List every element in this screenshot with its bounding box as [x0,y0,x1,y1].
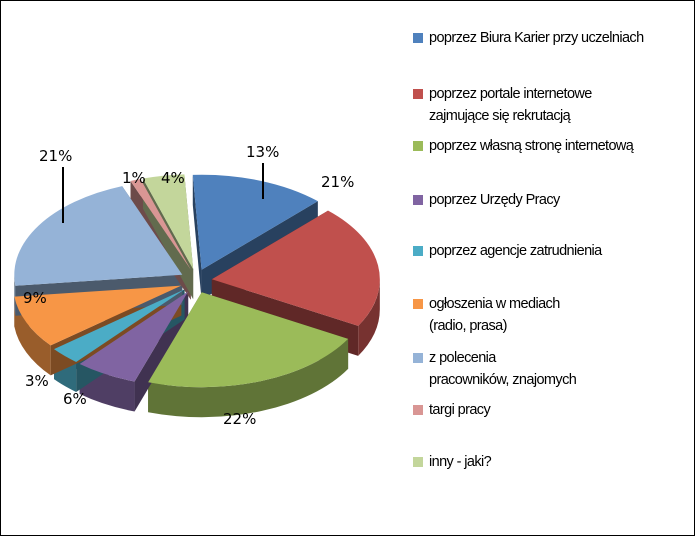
legend-item: poprzez własną stronę internetową [413,135,688,157]
data-label: 6% [63,390,87,408]
legend-label: poprzez portale internetowe zajmujące si… [429,86,592,124]
pie-slice [79,291,189,382]
data-label: 3% [25,372,49,390]
pie-slice-outer-wall [148,338,349,418]
legend-label: poprzez Biura Karier przy uczelniach [429,30,644,46]
legend-item: poprzez portale internetowe zajmujące si… [413,83,688,127]
legend-label: inny - jaki? [429,454,492,470]
legend-item: poprzez Urzędy Pracy [413,189,688,211]
legend-label: poprzez agencje zatrudnienia [429,243,602,259]
legend-label: ogłoszenia w mediach (radio, prasa) [429,296,560,334]
pie-label-layer: 13% 21% 22% 6% 3% 9% 21% 1% 4% [23,143,354,428]
legend-item: poprzez Biura Karier przy uczelniach [413,27,688,49]
legend-swatch [413,141,423,151]
pie-slice-outer-wall [14,296,51,376]
legend-swatch [413,299,423,309]
legend-item: ogłoszenia w mediach (radio, prasa) [413,293,688,337]
legend-swatch [413,405,423,415]
legend-swatch [413,457,423,467]
legend-item: targi pracy [413,399,688,421]
pie-slice-outer-wall [358,279,380,356]
legend-swatch [413,353,423,363]
data-label: 13% [246,143,279,161]
legend-item: z polecenia pracowników, znajomych [413,347,688,391]
pie-top-layer [14,174,380,388]
pie-slice [192,174,318,270]
legend-label: targi pracy [429,402,491,418]
legend-swatch [413,195,423,205]
pie-slice [142,174,194,270]
pie-slice [148,292,349,388]
data-label: 21% [39,147,72,165]
pie-slice [130,179,191,270]
legend-label: z polecenia pracowników, znajomych [429,350,577,388]
pie-slice [54,289,185,362]
legend-item: poprzez agencje zatrudnienia [413,240,688,262]
data-label: 9% [23,289,47,307]
pie-slice-wall [192,174,202,300]
data-label: 21% [321,173,354,191]
data-label: 22% [223,410,256,428]
legend-item: inny - jaki? [413,451,688,473]
data-label: 1% [122,169,146,187]
pie-slice [211,210,380,326]
pie-slice-outer-wall [14,274,16,316]
legend-label: poprzez własną stronę internetową [429,138,634,154]
data-label: 4% [161,169,185,187]
legend-swatch [413,33,423,43]
legend-swatch [413,89,423,99]
legend-label: poprzez Urzędy Pracy [429,192,560,208]
legend-swatch [413,246,423,256]
pie-slice [14,285,182,346]
pie-slice [14,186,183,286]
